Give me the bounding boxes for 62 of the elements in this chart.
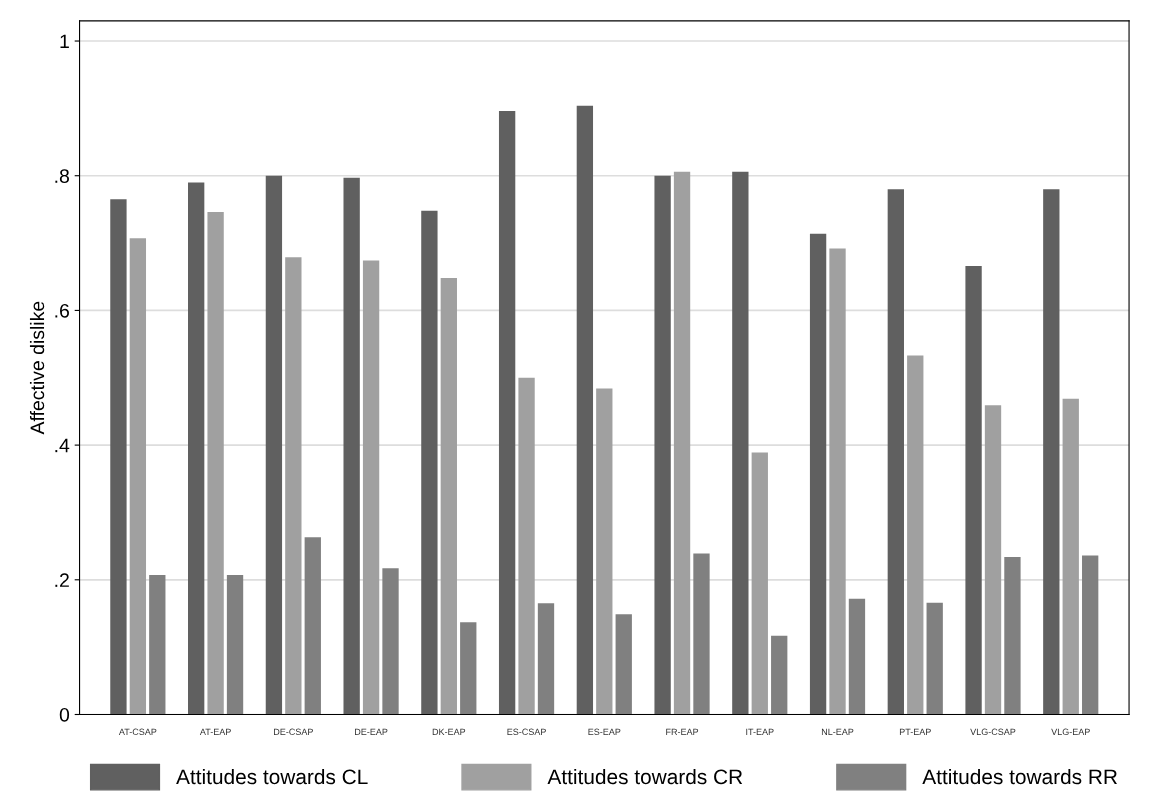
- bar: [926, 602, 943, 715]
- bar: [1043, 189, 1060, 715]
- x-tick-label: IT-EAP: [746, 728, 774, 735]
- bar: [537, 603, 555, 715]
- x-tick-label: NL-EAP: [821, 728, 854, 735]
- bar: [129, 238, 147, 715]
- bar: [654, 175, 671, 715]
- y-tick-label: .2: [55, 573, 69, 587]
- bar: [226, 575, 244, 715]
- x-tick-label: ES-CSAP: [507, 728, 546, 736]
- bar: [907, 355, 924, 715]
- bar: [673, 171, 691, 715]
- x-tick-label: ES-EAP: [588, 728, 621, 736]
- x-tick-label: DE-CSAP: [274, 728, 313, 736]
- y-tick-label: .8: [55, 169, 69, 183]
- bar: [576, 105, 594, 715]
- bar: [965, 265, 982, 715]
- bar: [207, 212, 224, 715]
- legend-label: Attitudes towards CR: [547, 768, 743, 785]
- bar: [362, 260, 380, 715]
- legend-label: Attitudes towards CL: [176, 768, 368, 785]
- bar: [887, 189, 904, 715]
- bar: [343, 177, 360, 715]
- bar: [518, 377, 535, 715]
- legend-label: Attitudes towards RR: [922, 768, 1117, 785]
- bar: [110, 199, 127, 715]
- bar: [421, 210, 438, 715]
- x-tick-label: VLG-CSAP: [970, 728, 1016, 736]
- bar: [848, 598, 866, 715]
- bar: [751, 452, 768, 715]
- bar: [732, 171, 749, 715]
- x-tick-label: DK-EAP: [432, 728, 466, 735]
- y-tick-label: .4: [55, 438, 70, 453]
- bar: [809, 233, 827, 715]
- bar: [1004, 556, 1021, 715]
- bar: [829, 248, 846, 715]
- bar: [615, 614, 632, 715]
- bar: [1082, 555, 1099, 715]
- y-axis-title: Affective dislike: [29, 301, 45, 435]
- bar: [984, 405, 1002, 715]
- x-tick-label: FR-EAP: [666, 728, 699, 735]
- bar: [149, 575, 166, 715]
- bar: [285, 257, 302, 715]
- bar: [304, 537, 321, 715]
- x-tick-label: VLG-EAP: [1051, 728, 1090, 736]
- bar: [1062, 398, 1079, 715]
- x-tick-label: PT-EAP: [899, 728, 931, 735]
- x-tick-label: AT-EAP: [199, 728, 231, 735]
- y-tick-label: 1: [60, 34, 69, 49]
- bar: [460, 622, 477, 715]
- bar: [382, 568, 399, 715]
- bar: [771, 635, 788, 715]
- bar: [498, 111, 516, 715]
- bar: [693, 553, 710, 715]
- x-tick-label: DE-EAP: [355, 728, 388, 735]
- y-tick-label: 0: [59, 707, 70, 722]
- bar: [265, 175, 283, 715]
- y-tick-label: .6: [55, 303, 69, 318]
- bar: [440, 278, 457, 715]
- x-tick-label: AT-CSAP: [118, 728, 157, 736]
- bar: [188, 182, 205, 715]
- bar: [596, 388, 613, 715]
